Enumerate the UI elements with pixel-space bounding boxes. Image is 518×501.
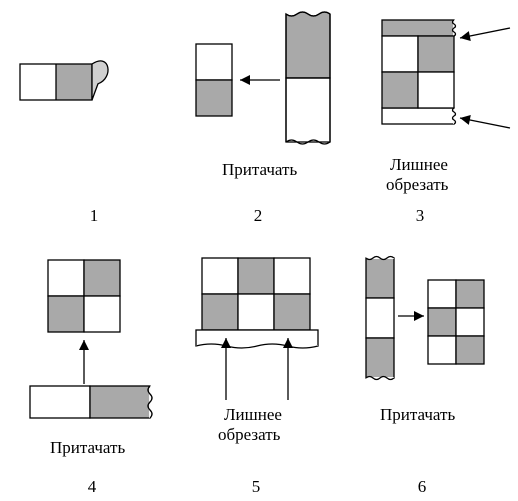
label-trim-3b: обрезать — [386, 175, 449, 194]
diagram-canvas: 1Притачать2Лишнееобрезать3Притачать4Лишн… — [0, 0, 518, 501]
label-trim-3a: Лишнее — [390, 155, 448, 174]
label-trim-5a: Лишнее — [224, 405, 282, 424]
step-number-3: 3 — [416, 206, 425, 225]
label-trim-5b: обрезать — [218, 425, 281, 444]
step-number-2: 2 — [254, 206, 263, 225]
label-stitch-6: Притачать — [380, 405, 455, 424]
label-stitch-4: Притачать — [50, 438, 125, 457]
step-number-6: 6 — [418, 477, 427, 496]
step-number-4: 4 — [88, 477, 97, 496]
label-stitch-2: Притачать — [222, 160, 297, 179]
step-number-5: 5 — [252, 477, 261, 496]
step-number-1: 1 — [90, 206, 99, 225]
